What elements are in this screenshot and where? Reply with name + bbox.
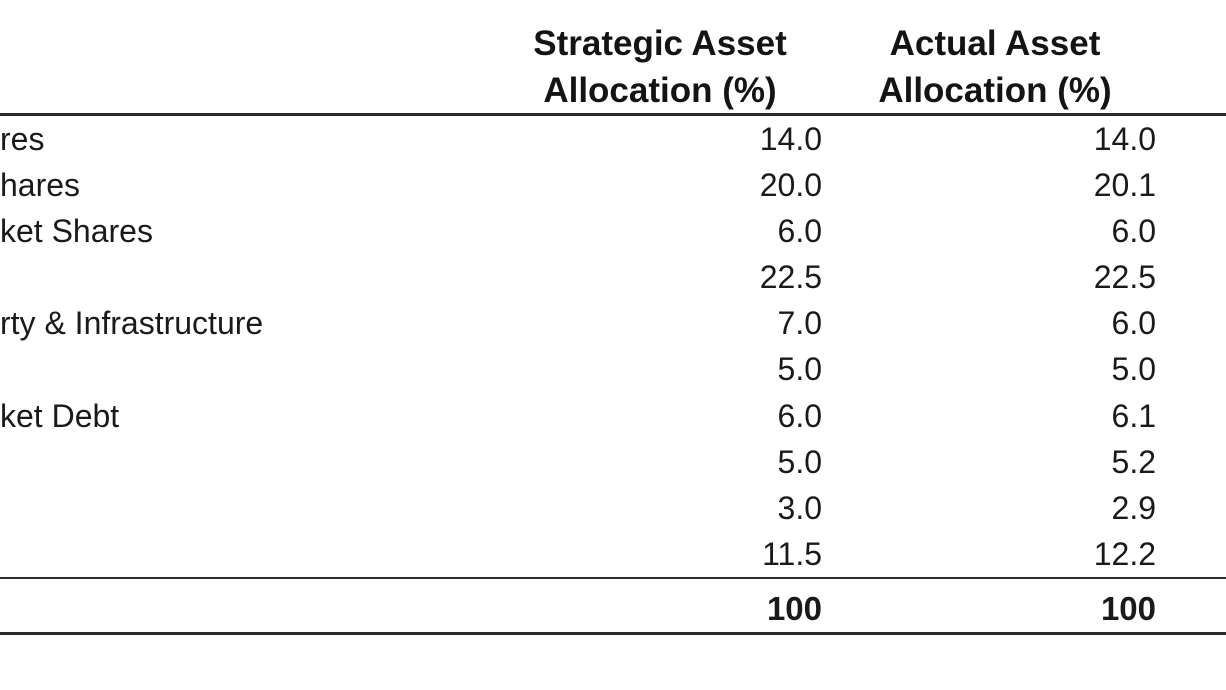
strategic-value: 6.0: [777, 397, 822, 434]
strategic-allocation-header: Strategic Asset Allocation (%): [510, 20, 810, 114]
strategic-value: 7.0: [777, 305, 822, 342]
strategic-value: 6.0: [777, 213, 822, 250]
table-row: 5.0 5.2: [0, 439, 1226, 485]
row-label: hares: [0, 167, 81, 204]
table-row: ket Debt 6.0 6.1: [0, 393, 1226, 439]
actual-value: 6.1: [1111, 397, 1156, 434]
total-rule: [0, 577, 1226, 579]
strategic-value: 20.0: [759, 167, 822, 204]
table-row: 5.0 5.0: [0, 346, 1226, 392]
table-row: 11.5 12.2: [0, 531, 1226, 577]
actual-value: 12.2: [1093, 535, 1156, 572]
actual-value: 5.2: [1111, 443, 1156, 480]
total-row: 100 100: [0, 586, 1226, 632]
row-label: ket Debt: [0, 397, 120, 434]
actual-value: 22.5: [1093, 259, 1156, 296]
actual-value: 6.0: [1111, 213, 1156, 250]
strategic-value: 14.0: [759, 121, 822, 157]
strategic-value: 11.5: [762, 535, 822, 572]
actual-total: 100: [1100, 590, 1156, 627]
bottom-rule: [0, 632, 1226, 635]
actual-value: 6.0: [1111, 305, 1156, 342]
strategic-total: 100: [766, 590, 822, 627]
strategic-header-line2: Allocation (%): [543, 71, 777, 110]
row-label: rty & Infrastructure: [0, 305, 264, 342]
actual-value: 5.0: [1111, 351, 1156, 388]
strategic-value: 5.0: [777, 443, 822, 480]
strategic-value: 22.5: [759, 259, 822, 296]
table-row: hares 20.0 20.1: [0, 162, 1226, 208]
row-label: ket Shares: [0, 213, 153, 250]
table-row: rty & Infrastructure 7.0 6.0: [0, 300, 1226, 346]
row-label: res: [0, 121, 45, 157]
actual-header-line2: Allocation (%): [878, 71, 1112, 110]
actual-value: 20.1: [1093, 167, 1156, 204]
table-row: 3.0 2.9: [0, 485, 1226, 531]
strategic-header-line1: Strategic Asset: [533, 24, 787, 63]
actual-header-line1: Actual Asset: [889, 24, 1101, 63]
actual-value: 14.0: [1093, 121, 1156, 157]
table-row: 22.5 22.5: [0, 254, 1226, 300]
table-row: res 14.0 14.0: [0, 116, 1226, 162]
header-rule: [0, 113, 1226, 116]
strategic-value: 5.0: [777, 351, 822, 388]
strategic-value: 3.0: [777, 489, 822, 526]
table-row: ket Shares 6.0 6.0: [0, 208, 1226, 254]
actual-value: 2.9: [1111, 489, 1156, 526]
actual-allocation-header: Actual Asset Allocation (%): [850, 20, 1140, 114]
table-body: res 14.0 14.0 hares 20.0 20.1 ket Shares…: [0, 116, 1226, 577]
